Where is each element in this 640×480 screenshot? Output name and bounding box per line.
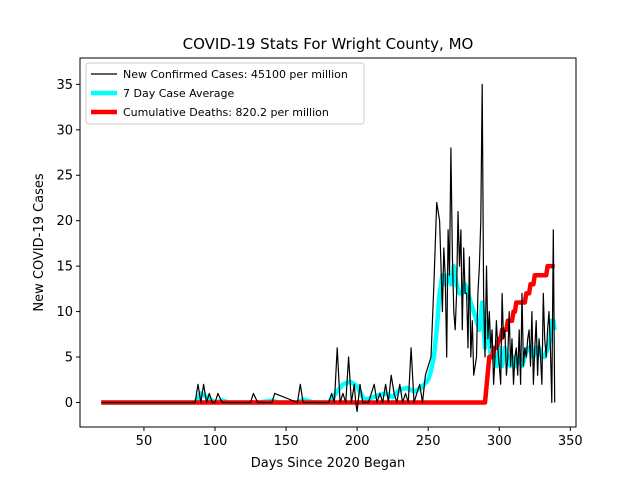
y-axis: 0 5 10 15 20 25 30 35 (56, 78, 80, 411)
legend-entry-average: 7 Day Case Average (123, 87, 235, 100)
x-tick-label: 350 (558, 434, 583, 449)
x-tick-label: 50 (136, 434, 153, 449)
legend: New Confirmed Cases: 45100 per million 7 … (85, 62, 365, 125)
y-tick-label: 10 (56, 305, 73, 320)
y-tick-label: 30 (56, 123, 73, 138)
y-tick-label: 20 (56, 214, 73, 229)
legend-entry-cases: New Confirmed Cases: 45100 per million (123, 68, 348, 81)
legend-box (85, 62, 365, 125)
plot-frame (79, 57, 577, 428)
x-tick-label: 250 (416, 434, 441, 449)
daily-cases-line (101, 83, 556, 413)
y-axis-label: New COVID-19 Cases (32, 173, 47, 311)
x-tick-label: 200 (345, 434, 370, 449)
x-axis: 50 100 150 200 250 300 350 (136, 427, 583, 449)
y-tick-label: 5 (65, 351, 73, 366)
y-tick-label: 35 (56, 78, 73, 93)
x-axis-label: Days Since 2020 Began (251, 456, 406, 471)
x-tick-label: 100 (203, 434, 228, 449)
legend-entry-deaths: Cumulative Deaths: 820.2 per million (123, 106, 329, 119)
chart-title: COVID-19 Stats For Wright County, MO (183, 35, 474, 53)
x-tick-label: 300 (487, 434, 512, 449)
y-tick-label: 15 (56, 260, 73, 275)
x-tick-label: 150 (274, 434, 299, 449)
y-tick-label: 25 (56, 169, 73, 184)
plot-series (101, 83, 557, 413)
y-tick-label: 0 (65, 396, 73, 411)
